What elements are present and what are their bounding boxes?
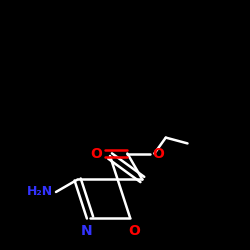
Text: O: O [152,146,164,160]
Text: O: O [90,146,102,160]
Text: O: O [128,224,140,238]
Text: N: N [80,224,92,238]
Text: H₂N: H₂N [27,186,54,198]
